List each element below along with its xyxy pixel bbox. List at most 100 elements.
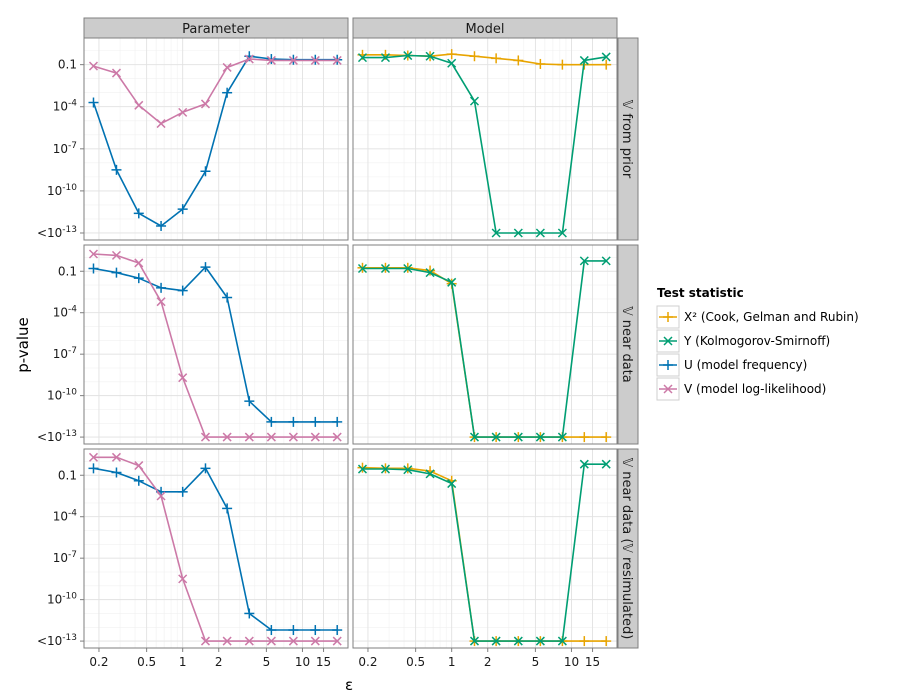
panel-background (353, 245, 617, 444)
marker-stroke (88, 249, 99, 259)
panel-r2-c0 (83, 448, 349, 649)
series-line-Y (362, 54, 607, 234)
series-V (88, 452, 342, 646)
marker-stroke (357, 263, 368, 274)
data-point (663, 384, 673, 394)
data-point (446, 49, 457, 60)
y-tick-base: 0.1 (58, 468, 77, 482)
row-strip-label: 𝕍 from prior (619, 100, 634, 179)
marker-stroke (88, 61, 99, 71)
legend-entry-X2: X² (Cook, Gelman and Rubin) (656, 305, 859, 329)
data-point (425, 265, 436, 276)
data-point (134, 100, 144, 110)
data-point (513, 55, 524, 66)
data-point (332, 625, 343, 636)
marker-stroke (222, 62, 232, 72)
x-tick-label: 0.5 (406, 655, 425, 669)
data-point (200, 262, 211, 273)
marker-stroke (601, 52, 611, 62)
marker-stroke (403, 51, 413, 61)
marker-stroke (447, 277, 457, 287)
panel-series-r0-c0 (88, 51, 343, 231)
data-point (513, 636, 523, 646)
data-point (244, 396, 255, 407)
data-point (200, 463, 211, 474)
data-point (244, 432, 254, 442)
data-point (357, 263, 368, 274)
marker-stroke (491, 636, 501, 646)
data-point (111, 452, 121, 462)
data-point (491, 228, 501, 238)
marker-stroke (244, 54, 254, 64)
panel-border (352, 448, 618, 649)
legend-entry-Y: Y (Kolmogorov-Smirnoff) (656, 329, 830, 353)
series-Y (357, 51, 611, 238)
legend-title: Test statistic (657, 286, 744, 300)
x-axis: 0.2 0.5 1 2 5 10 15 0.2 0.5 1 2 5 10 15 (89, 648, 600, 669)
data-point (402, 463, 413, 474)
data-point (222, 636, 232, 646)
y-tick-base: 10 (53, 347, 68, 361)
y-tick-label: <10-13 (37, 429, 77, 444)
panel-r0-c0 (83, 37, 349, 241)
row-strip-background (617, 448, 639, 649)
marker-stroke (380, 464, 390, 474)
y-tick-label: <10-13 (37, 633, 77, 648)
panel-series-r1-c1 (357, 256, 612, 443)
row-strip-2: 𝕍 near data (𝕍 resimulated) (617, 448, 639, 649)
marker-stroke (403, 263, 413, 274)
data-point (133, 475, 144, 486)
marker-stroke (425, 469, 435, 479)
data-point (88, 463, 99, 474)
data-point (447, 479, 457, 489)
panel-background (84, 38, 348, 240)
y-tick-label: <10-13 (37, 225, 77, 240)
marker-stroke (288, 636, 298, 646)
data-point (222, 87, 233, 98)
data-point (111, 250, 121, 260)
data-point (200, 636, 211, 646)
data-point (601, 59, 612, 70)
y-tick-base: <10 (37, 430, 62, 444)
data-point (177, 285, 188, 296)
data-point (266, 625, 277, 636)
y-tick-exponent: -7 (68, 346, 77, 356)
panel-series-r2-c0 (88, 452, 343, 646)
marker-stroke (513, 228, 523, 238)
legend-label: Y (Kolmogorov-Smirnoff) (683, 334, 830, 348)
marker-stroke (332, 55, 342, 65)
data-point (380, 53, 390, 63)
data-point (557, 432, 567, 442)
data-point (357, 53, 368, 63)
y-tick-exponent: -13 (62, 633, 77, 643)
series-line-Y (362, 260, 607, 438)
data-point (222, 62, 232, 72)
y-tick-label: 10-7 (53, 141, 77, 156)
data-point (557, 636, 567, 646)
legend-entry-U: U (model frequency) (656, 353, 807, 377)
y-tick-label: 0.1 (58, 58, 77, 72)
data-point (156, 297, 166, 307)
data-point (310, 636, 320, 646)
marker-stroke (601, 256, 611, 266)
legend-label: V (model log-likelihood) (684, 382, 826, 396)
y-tick-label: 10-7 (53, 346, 77, 361)
marker-stroke (380, 53, 390, 63)
data-point (380, 263, 390, 274)
data-point (111, 164, 122, 175)
y-tick-base: <10 (37, 634, 62, 648)
data-point (200, 432, 211, 442)
marker-stroke (178, 574, 188, 584)
column-strip-label: Parameter (182, 22, 250, 37)
panel-border (83, 448, 349, 649)
data-point (601, 432, 612, 443)
data-point (133, 208, 144, 219)
legend-label: U (model frequency) (684, 358, 807, 372)
row-strip-background (617, 244, 639, 445)
y-axis: 0.110-410-710-10<10-130.110-410-710-10<1… (37, 58, 84, 648)
data-point (601, 636, 612, 647)
marker-stroke (288, 432, 298, 442)
data-point (133, 273, 144, 284)
marker-stroke (579, 459, 589, 469)
